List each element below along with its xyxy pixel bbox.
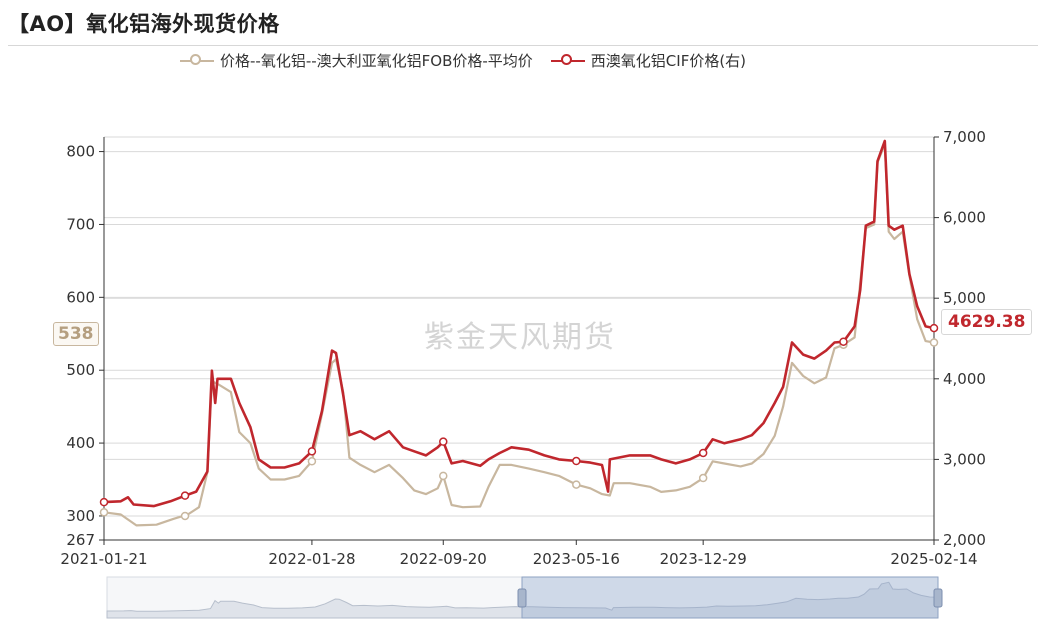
right-tick-label-3000: 3,000	[943, 450, 986, 468]
left-tick-label-300: 300	[66, 507, 95, 525]
left-last-value-badge: 538	[53, 322, 99, 346]
left-tick-label-400: 400	[66, 434, 95, 452]
x-tick-label-2022-09-20: 2022-09-20	[400, 550, 487, 568]
marker-cif-2025-02-14	[929, 323, 939, 333]
marker-cif-2021-06-15	[180, 491, 190, 500]
zoom-preview-area	[106, 581, 939, 619]
marker-cif-2024-09-05	[839, 337, 848, 346]
data-zoom-slider	[106, 576, 943, 619]
zoom-handle-right[interactable]	[933, 588, 943, 608]
right-tick-label-7000: 7,000	[943, 128, 986, 146]
x-tick-label-2023-12-29: 2023-12-29	[660, 550, 747, 568]
marker-fob-2023-05-16	[572, 480, 581, 489]
right-tick-label-2000: 2,000	[943, 531, 986, 549]
legend-item-cif[interactable]: 西澳氧化铝CIF价格(右)	[550, 50, 747, 71]
left-tick-label-700: 700	[66, 215, 95, 233]
legend: 价格--氧化铝--澳大利亚氧化铝FOB价格-平均价 西澳氧化铝CIF价格(右)	[180, 50, 746, 71]
right-last-value-badge: 4629.38	[941, 309, 1033, 335]
left-tick-label-800: 800	[66, 143, 95, 161]
marker-fob-2022-01-28	[307, 457, 317, 466]
marker-fob-2021-01-21	[99, 508, 109, 517]
legend-line-marker-icon	[550, 53, 585, 68]
marker-cif-2022-09-20	[439, 437, 448, 446]
x-tick-label-2023-05-16: 2023-05-16	[533, 550, 620, 568]
right-tick-label-6000: 6,000	[943, 209, 986, 227]
x-tick-label-2022-01-28: 2022-01-28	[268, 550, 355, 568]
page-title: 【AO】氧化铝海外现货价格	[8, 12, 280, 36]
left-tick-label-267: 267	[66, 531, 95, 549]
right-tick-label-4000: 4,000	[943, 370, 986, 388]
marker-cif-2021-01-21	[99, 497, 109, 507]
series-markers	[99, 323, 939, 521]
marker-cif-2023-12-29	[698, 448, 708, 458]
watermark: 紫金天风期货	[424, 320, 616, 355]
marker-fob-2023-12-29	[698, 473, 708, 483]
x-tick-label-2021-01-21: 2021-01-21	[60, 550, 147, 568]
right-tick-label-5000: 5,000	[943, 289, 986, 307]
legend-item-fob[interactable]: 价格--氧化铝--澳大利亚氧化铝FOB价格-平均价	[180, 50, 533, 71]
marker-fob-2021-06-15	[180, 511, 190, 521]
marker-fob-2022-09-20	[439, 471, 448, 481]
marker-cif-2023-05-16	[572, 456, 581, 466]
marker-fob-2025-02-14	[929, 338, 939, 347]
legend-line-marker-icon	[180, 53, 214, 68]
legend-label-fob: 价格--氧化铝--澳大利亚氧化铝FOB价格-平均价	[220, 52, 533, 70]
axes: 267 300 400 500 600 700 800 2,000 3,000 4,000 5,00…	[60, 128, 986, 568]
x-tick-label-2025-02-14: 2025-02-14	[890, 550, 977, 568]
title-divider	[8, 45, 1038, 46]
marker-cif-2022-01-28	[307, 447, 317, 456]
left-tick-label-600: 600	[66, 288, 95, 306]
legend-label-cif: 西澳氧化铝CIF价格(右)	[590, 52, 747, 70]
left-tick-label-500: 500	[66, 361, 95, 379]
zoom-selected-window	[521, 576, 939, 619]
zoom-handle-left[interactable]	[517, 588, 527, 608]
